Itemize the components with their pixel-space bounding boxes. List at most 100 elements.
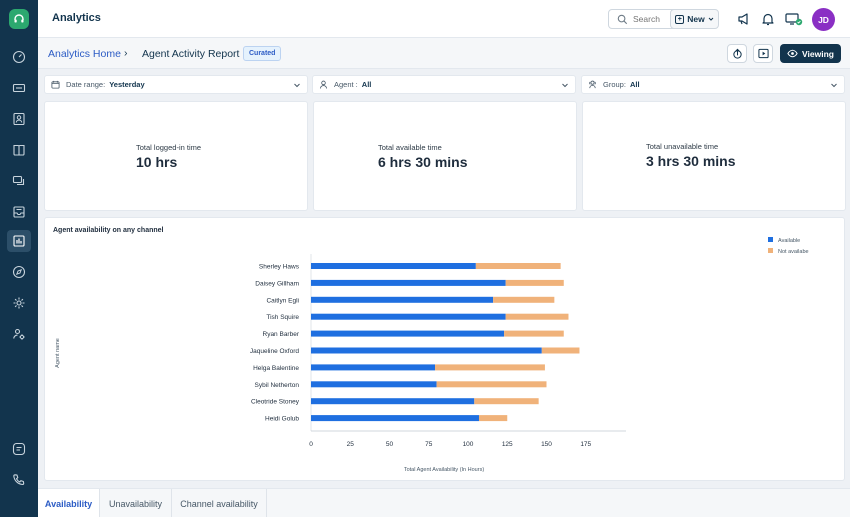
inbox-icon	[13, 206, 25, 218]
y-tick-label: Sybil Netherton	[255, 382, 300, 389]
bell-icon[interactable]	[760, 11, 776, 27]
avatar[interactable]: JD	[812, 8, 835, 31]
sidebar-item-admin[interactable]	[7, 323, 31, 345]
viewing-label: Viewing	[802, 48, 834, 59]
chat-bubble-icon	[12, 442, 26, 456]
legend-label: Available	[778, 238, 800, 244]
legend-label: Not availabe	[778, 249, 809, 255]
bar-not-available	[474, 398, 539, 405]
sidebar	[0, 0, 38, 517]
bar-available	[311, 279, 506, 286]
headset-icon	[14, 14, 24, 23]
bar-available	[311, 381, 437, 388]
plus-icon: +	[675, 14, 685, 24]
x-tick-label: 175	[580, 441, 591, 448]
x-tick-label: 75	[425, 441, 433, 448]
y-tick-label: Daisey Gillham	[255, 280, 299, 287]
group-filter[interactable]: Group: All	[581, 75, 845, 94]
y-tick-label: Helga Balentine	[253, 365, 299, 372]
viewing-button[interactable]: Viewing	[780, 44, 841, 63]
book-icon	[13, 144, 25, 156]
x-tick-label: 125	[502, 441, 513, 448]
speedometer-icon	[12, 50, 26, 64]
bar-not-available	[504, 330, 564, 337]
sidebar-item-phone[interactable]	[7, 469, 31, 491]
chart-title: Agent availability on any channel	[53, 227, 164, 234]
bar-not-available	[505, 313, 569, 320]
y-axis-label: Agent name	[55, 338, 61, 368]
chevron-down-icon	[294, 83, 300, 88]
compass-icon	[12, 265, 26, 279]
x-axis-label: Total Agent Availability (In Hours)	[404, 467, 484, 473]
bar-not-available	[493, 296, 555, 303]
bar-available	[311, 415, 479, 422]
bar-not-available	[435, 364, 545, 371]
bar-available	[311, 330, 505, 337]
availability-chart-card: Agent availability on any channel Sherle…	[44, 217, 845, 481]
bar-chart-icon	[13, 235, 25, 247]
present-button[interactable]	[753, 44, 773, 63]
bar-available	[311, 364, 436, 371]
chevron-down-icon	[831, 83, 837, 88]
sidebar-item-settings[interactable]	[7, 292, 31, 314]
group-label: Group:	[603, 80, 626, 89]
bar-available	[311, 263, 476, 269]
agent-value: All	[361, 80, 372, 89]
contact-card-icon	[13, 112, 25, 126]
export-button[interactable]	[727, 44, 747, 63]
y-tick-label: Jaqueline Oxford	[250, 348, 300, 355]
sidebar-item-inbox[interactable]	[7, 201, 31, 223]
report-tabs: Availability Unavailability Channel avai…	[38, 488, 850, 517]
megaphone-icon[interactable]	[736, 11, 752, 27]
y-tick-label: Ryan Barber	[263, 331, 300, 338]
agent-filter[interactable]: Agent : All	[312, 75, 576, 94]
kpi-value: 10 hrs	[136, 154, 178, 170]
sidebar-item-contacts[interactable]	[7, 108, 31, 130]
breadcrumb-separator: ›	[124, 47, 128, 59]
sidebar-item-explore[interactable]	[7, 261, 31, 283]
app-title: Analytics	[52, 12, 101, 24]
header-bar: Analytics Home › Agent Activity Report C…	[38, 38, 850, 69]
legend-swatch-available	[768, 237, 773, 242]
chevron-down-icon	[708, 17, 714, 21]
sidebar-item-knowledge-base[interactable]	[7, 139, 31, 161]
y-tick-label: Cleotride Stoney	[251, 399, 300, 406]
breadcrumb-home[interactable]: Analytics Home	[48, 48, 121, 60]
sidebar-item-analytics[interactable]	[7, 230, 31, 252]
bar-available	[311, 398, 475, 405]
tab-availability[interactable]: Availability	[38, 489, 100, 517]
bar-not-available	[505, 279, 564, 286]
bar-not-available	[436, 381, 547, 388]
kpi-label: Total unavailable time	[646, 142, 719, 151]
y-tick-label: Tish Squire	[266, 314, 299, 321]
x-tick-label: 0	[309, 441, 313, 448]
curated-badge: Curated	[243, 46, 282, 61]
sidebar-item-tickets[interactable]	[7, 77, 31, 99]
agent-status-icon[interactable]	[784, 11, 804, 27]
sidebar-item-dashboard[interactable]	[7, 46, 31, 68]
users-gear-icon	[13, 328, 25, 340]
new-button-label: New	[687, 14, 705, 24]
person-icon	[319, 80, 328, 89]
y-tick-label: Caitlyn Egli	[266, 297, 299, 304]
tab-unavailability[interactable]: Unavailability	[100, 489, 172, 517]
bar-available	[311, 296, 494, 303]
new-button[interactable]: + New	[670, 9, 719, 29]
sidebar-item-chat[interactable]	[7, 438, 31, 460]
kpi-logged-in-time: Total logged-in time 10 hrs	[44, 101, 308, 211]
kpi-value: 6 hrs 30 mins	[378, 154, 468, 170]
page-title: Agent Activity Report	[142, 48, 240, 60]
sidebar-item-conversations[interactable]	[7, 170, 31, 192]
search-icon	[617, 14, 628, 25]
bar-available	[311, 313, 506, 320]
tab-channel-availability[interactable]: Channel availability	[172, 489, 267, 517]
app-logo[interactable]	[9, 9, 29, 29]
agent-label: Agent :	[334, 80, 358, 89]
group-value: All	[629, 80, 640, 89]
kpi-value: 3 hrs 30 mins	[646, 153, 736, 169]
calendar-icon	[51, 80, 60, 89]
gear-icon	[13, 297, 25, 309]
kpi-available-time: Total available time 6 hrs 30 mins	[313, 101, 577, 211]
x-tick-label: 150	[541, 441, 552, 448]
date-range-filter[interactable]: Date range: Yesterday	[44, 75, 308, 94]
